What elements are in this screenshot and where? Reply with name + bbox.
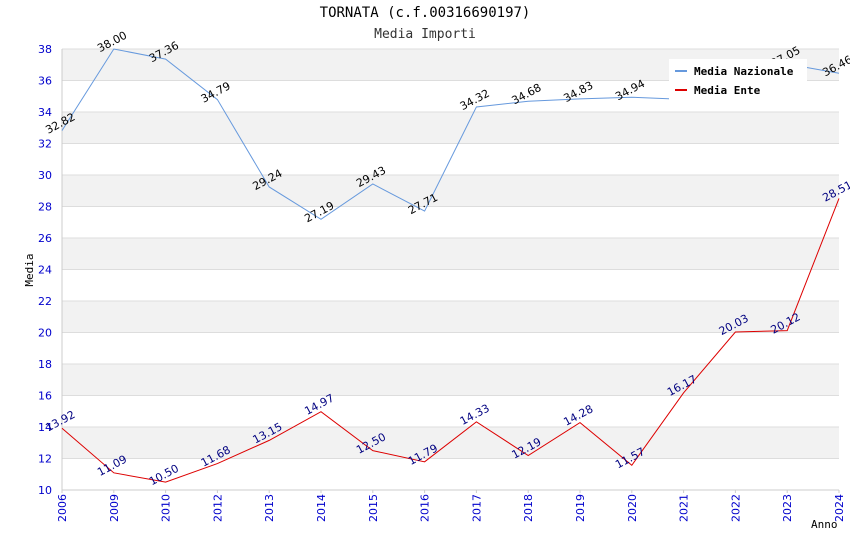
legend-entry: Media Nazionale [694, 65, 794, 78]
x-tick-label: 2017 [470, 494, 483, 522]
x-tick-label: 2020 [626, 494, 639, 522]
y-tick-label: 12 [38, 453, 52, 466]
x-axis-label: Anno [811, 518, 838, 531]
y-tick-label: 10 [38, 484, 52, 497]
chart-title: TORNATA (c.f.00316690197) [319, 5, 531, 21]
grid-band [62, 206, 839, 238]
y-tick-label: 20 [38, 327, 52, 340]
y-tick-label: 34 [38, 106, 52, 119]
series-line-media-ente [61, 198, 840, 483]
y-tick-label: 32 [38, 138, 52, 151]
x-tick-label: 2021 [678, 494, 691, 522]
x-tick-label: 2010 [160, 494, 173, 522]
grid-band [62, 332, 839, 364]
grid-band [62, 301, 839, 333]
y-tick-label: 26 [38, 232, 52, 245]
y-tick-label: 14 [38, 421, 52, 434]
x-tick-label: 2016 [419, 494, 432, 522]
x-tick-label: 2018 [522, 494, 535, 522]
x-tick-label: 2006 [56, 494, 69, 522]
y-tick-label: 38 [38, 43, 52, 56]
x-tick-label: 2022 [729, 494, 742, 522]
y-tick-label: 28 [38, 201, 52, 214]
y-tick-label: 16 [38, 390, 52, 403]
y-tick-label: 24 [38, 264, 52, 277]
y-axis-label: Media [23, 253, 36, 286]
x-tick-label: 2012 [211, 494, 224, 522]
x-tick-label: 2014 [315, 494, 328, 522]
x-tick-label: 2015 [367, 494, 380, 522]
grid-band [62, 458, 839, 490]
legend: Media Nazionale Media Ente [669, 59, 807, 101]
grid-band [62, 238, 839, 270]
x-tick-label: 2013 [263, 494, 276, 522]
grid-band [62, 364, 839, 396]
grid-band [62, 112, 839, 144]
y-tick-label: 18 [38, 358, 52, 371]
y-tick-label: 22 [38, 295, 52, 308]
grid-band [62, 175, 839, 207]
chart-subtitle: Media Importi [374, 27, 476, 42]
y-tick-label: 36 [38, 75, 52, 88]
grid-band [62, 269, 839, 301]
x-tick-label: 2019 [574, 494, 587, 522]
legend-entry: Media Ente [694, 84, 761, 97]
grid-band [62, 395, 839, 427]
x-tick-label: 2024 [833, 494, 846, 522]
grid-band [62, 427, 839, 459]
x-tick-label: 2009 [108, 494, 121, 522]
legend-box [669, 59, 807, 101]
x-tick-label: 2023 [781, 494, 794, 522]
y-tick-label: 30 [38, 169, 52, 182]
